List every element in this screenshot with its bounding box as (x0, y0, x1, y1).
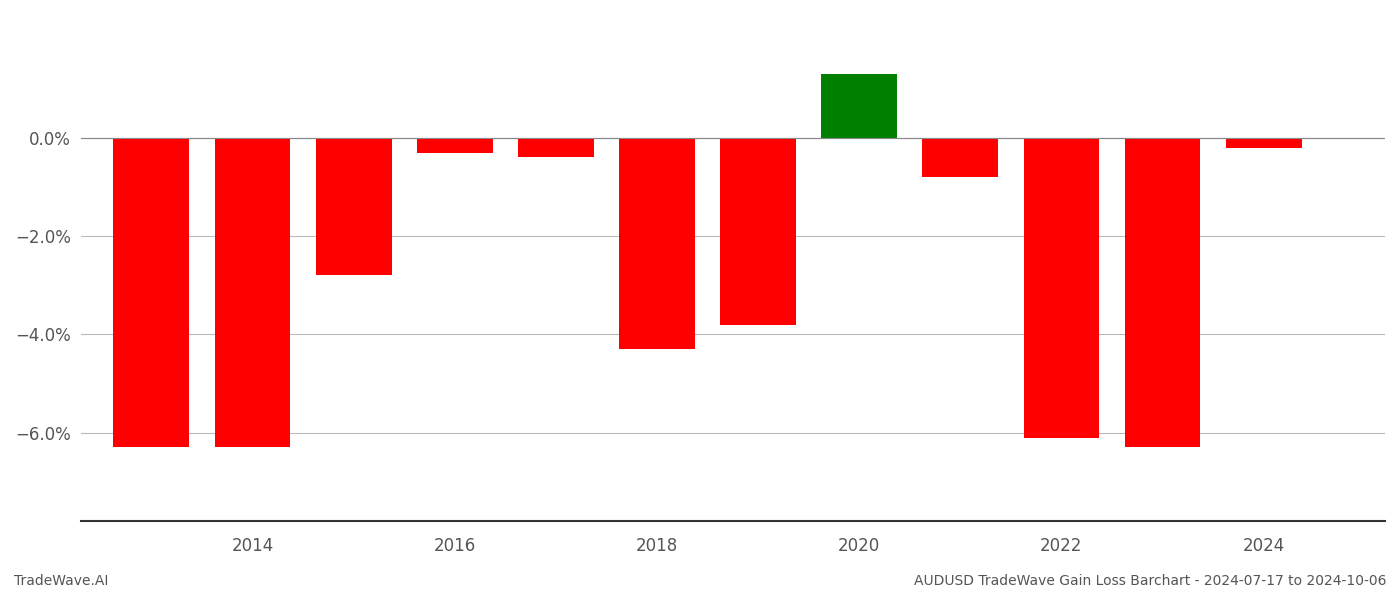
Bar (417, 138, 493, 152)
Bar (1023, 138, 1099, 437)
Bar (822, 74, 897, 138)
Text: AUDUSD TradeWave Gain Loss Barchart - 2024-07-17 to 2024-10-06: AUDUSD TradeWave Gain Loss Barchart - 20… (913, 574, 1386, 588)
Bar (315, 138, 392, 275)
Bar (113, 138, 189, 448)
Bar (923, 138, 998, 177)
Bar (1226, 138, 1302, 148)
Bar (518, 138, 594, 157)
Bar (214, 138, 290, 448)
Text: TradeWave.AI: TradeWave.AI (14, 574, 108, 588)
Bar (720, 138, 797, 325)
Bar (1124, 138, 1200, 448)
Bar (619, 138, 694, 349)
